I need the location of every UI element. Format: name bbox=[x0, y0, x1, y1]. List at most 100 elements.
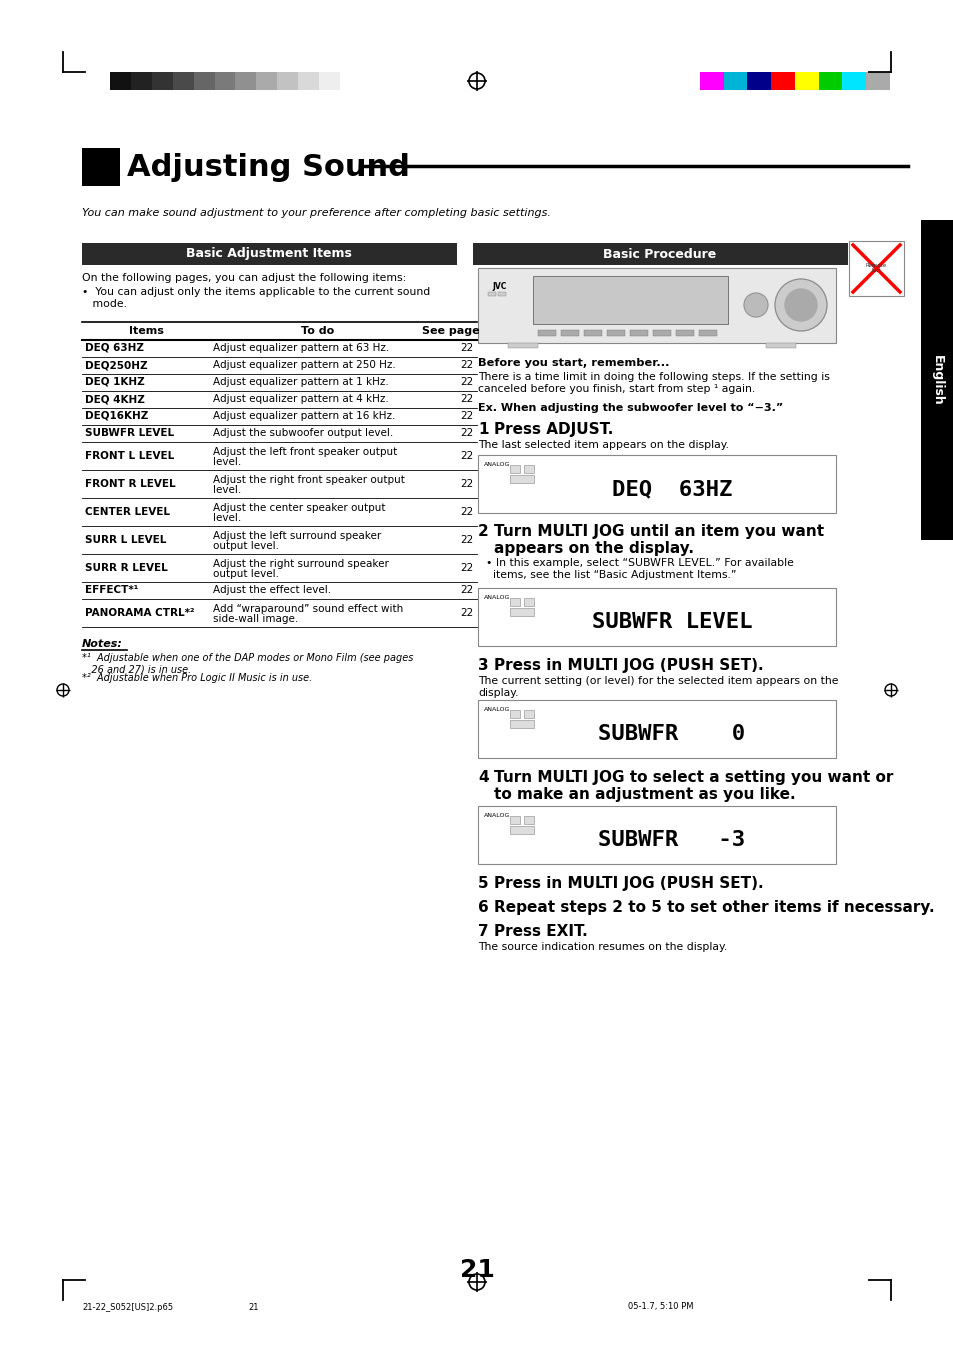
Text: 22: 22 bbox=[460, 534, 474, 545]
Bar bbox=[747, 72, 770, 91]
Text: Adjust equalizer pattern at 250 Hz.: Adjust equalizer pattern at 250 Hz. bbox=[213, 360, 395, 369]
Bar bbox=[510, 825, 534, 833]
Text: FRONT R LEVEL: FRONT R LEVEL bbox=[85, 479, 175, 488]
Text: 22: 22 bbox=[460, 451, 474, 461]
Text: Turn MULTI JOG to select a setting you want or
to make an adjustment as you like: Turn MULTI JOG to select a setting you w… bbox=[494, 770, 892, 802]
Text: 22: 22 bbox=[460, 428, 474, 438]
Bar bbox=[172, 72, 193, 91]
Text: 22: 22 bbox=[460, 344, 474, 353]
Text: SUBWFR LEVEL: SUBWFR LEVEL bbox=[591, 612, 752, 632]
Text: Adjust equalizer pattern at 63 Hz.: Adjust equalizer pattern at 63 Hz. bbox=[213, 344, 389, 353]
Text: Remote
Not: Remote Not bbox=[864, 262, 885, 273]
Text: 05-1.7, 5:10 PM: 05-1.7, 5:10 PM bbox=[627, 1303, 693, 1311]
Bar bbox=[700, 72, 723, 91]
Bar bbox=[477, 455, 835, 513]
Text: FRONT L LEVEL: FRONT L LEVEL bbox=[85, 451, 174, 461]
Text: level.: level. bbox=[213, 513, 241, 522]
Text: There is a time limit in doing the following steps. If the setting is
canceled b: There is a time limit in doing the follo… bbox=[477, 372, 829, 394]
Text: Adjust the left surround speaker: Adjust the left surround speaker bbox=[213, 530, 381, 541]
Text: •  You can adjust only the items applicable to the current sound
   mode.: • You can adjust only the items applicab… bbox=[82, 287, 430, 308]
Bar bbox=[770, 72, 794, 91]
Bar bbox=[473, 244, 847, 265]
Text: Adjust the right front speaker output: Adjust the right front speaker output bbox=[213, 475, 404, 484]
Bar bbox=[82, 244, 456, 265]
Circle shape bbox=[774, 279, 826, 331]
Text: 22: 22 bbox=[460, 377, 474, 387]
Text: DEQ 1KHZ: DEQ 1KHZ bbox=[85, 377, 145, 387]
Text: side-wall image.: side-wall image. bbox=[213, 614, 298, 624]
Text: Add “wraparound” sound effect with: Add “wraparound” sound effect with bbox=[213, 603, 403, 614]
Text: PANORAMA CTRL*²: PANORAMA CTRL*² bbox=[85, 607, 194, 618]
Text: SUBWFR   -3: SUBWFR -3 bbox=[598, 829, 745, 850]
Text: 22: 22 bbox=[460, 563, 474, 574]
Text: 22: 22 bbox=[460, 411, 474, 421]
Text: ANALOG: ANALOG bbox=[483, 461, 510, 467]
Text: Adjust the left front speaker output: Adjust the left front speaker output bbox=[213, 446, 396, 457]
Bar bbox=[510, 598, 519, 606]
Bar bbox=[723, 72, 747, 91]
Bar bbox=[256, 72, 277, 91]
Text: Turn MULTI JOG until an item you want
appears on the display.: Turn MULTI JOG until an item you want ap… bbox=[494, 524, 823, 556]
Bar bbox=[794, 72, 818, 91]
Bar bbox=[277, 72, 298, 91]
Text: JVC: JVC bbox=[492, 281, 506, 291]
Bar bbox=[488, 292, 496, 296]
Text: 22: 22 bbox=[460, 584, 474, 595]
Bar bbox=[523, 465, 534, 474]
Circle shape bbox=[784, 290, 816, 321]
Circle shape bbox=[743, 294, 767, 317]
Text: level.: level. bbox=[213, 484, 241, 495]
Text: 21: 21 bbox=[459, 1258, 494, 1283]
Bar bbox=[606, 330, 624, 336]
Text: ANALOG: ANALOG bbox=[483, 708, 510, 712]
Bar bbox=[510, 475, 534, 483]
Text: ANALOG: ANALOG bbox=[483, 813, 510, 819]
Bar bbox=[699, 330, 717, 336]
Text: • In this example, select “SUBWFR LEVEL.” For available
  items, see the list “B: • In this example, select “SUBWFR LEVEL.… bbox=[485, 557, 793, 579]
Text: To do: To do bbox=[300, 326, 334, 336]
Bar bbox=[318, 72, 339, 91]
Text: 2: 2 bbox=[477, 524, 488, 538]
Bar bbox=[583, 330, 601, 336]
Text: Adjust equalizer pattern at 1 kHz.: Adjust equalizer pattern at 1 kHz. bbox=[213, 377, 388, 387]
Bar bbox=[235, 72, 256, 91]
Text: 3: 3 bbox=[477, 658, 488, 672]
Bar bbox=[497, 292, 505, 296]
Text: Adjusting Sound: Adjusting Sound bbox=[127, 153, 410, 181]
Text: Adjust equalizer pattern at 16 kHz.: Adjust equalizer pattern at 16 kHz. bbox=[213, 411, 395, 421]
Text: *²  Adjustable when Pro Logic II Music is in use.: *² Adjustable when Pro Logic II Music is… bbox=[82, 672, 312, 683]
Text: The last selected item appears on the display.: The last selected item appears on the di… bbox=[477, 440, 728, 451]
Text: 22: 22 bbox=[460, 479, 474, 488]
Text: SUBWFR    0: SUBWFR 0 bbox=[598, 724, 745, 744]
Bar bbox=[510, 720, 534, 728]
Text: output level.: output level. bbox=[213, 568, 278, 579]
Text: See page: See page bbox=[422, 326, 479, 336]
Text: 4: 4 bbox=[477, 770, 488, 785]
Bar bbox=[560, 330, 578, 336]
Text: 22: 22 bbox=[460, 607, 474, 618]
Text: DEQ250HZ: DEQ250HZ bbox=[85, 360, 148, 369]
Text: 6: 6 bbox=[477, 900, 488, 915]
Text: English: English bbox=[930, 354, 943, 406]
Text: 22: 22 bbox=[460, 507, 474, 517]
Bar bbox=[510, 465, 519, 474]
Bar bbox=[110, 72, 131, 91]
Text: 22: 22 bbox=[460, 394, 474, 405]
Bar bbox=[477, 700, 835, 758]
Bar bbox=[841, 72, 865, 91]
Text: DEQ16KHZ: DEQ16KHZ bbox=[85, 411, 149, 421]
Text: You can make sound adjustment to your preference after completing basic settings: You can make sound adjustment to your pr… bbox=[82, 208, 550, 218]
Bar bbox=[765, 344, 795, 348]
Bar bbox=[477, 268, 835, 344]
Text: The current setting (or level) for the selected item appears on the
display.: The current setting (or level) for the s… bbox=[477, 676, 838, 698]
Bar bbox=[848, 241, 903, 296]
Text: Press in MULTI JOG (PUSH SET).: Press in MULTI JOG (PUSH SET). bbox=[494, 875, 762, 892]
Bar bbox=[537, 330, 556, 336]
Text: Ex. When adjusting the subwoofer level to “−3.”: Ex. When adjusting the subwoofer level t… bbox=[477, 403, 782, 413]
Text: EFFECT*¹: EFFECT*¹ bbox=[85, 584, 138, 595]
Bar bbox=[510, 607, 534, 616]
Bar bbox=[523, 710, 534, 718]
Text: Adjust the center speaker output: Adjust the center speaker output bbox=[213, 503, 385, 513]
Bar bbox=[193, 72, 214, 91]
Text: 1: 1 bbox=[477, 422, 488, 437]
